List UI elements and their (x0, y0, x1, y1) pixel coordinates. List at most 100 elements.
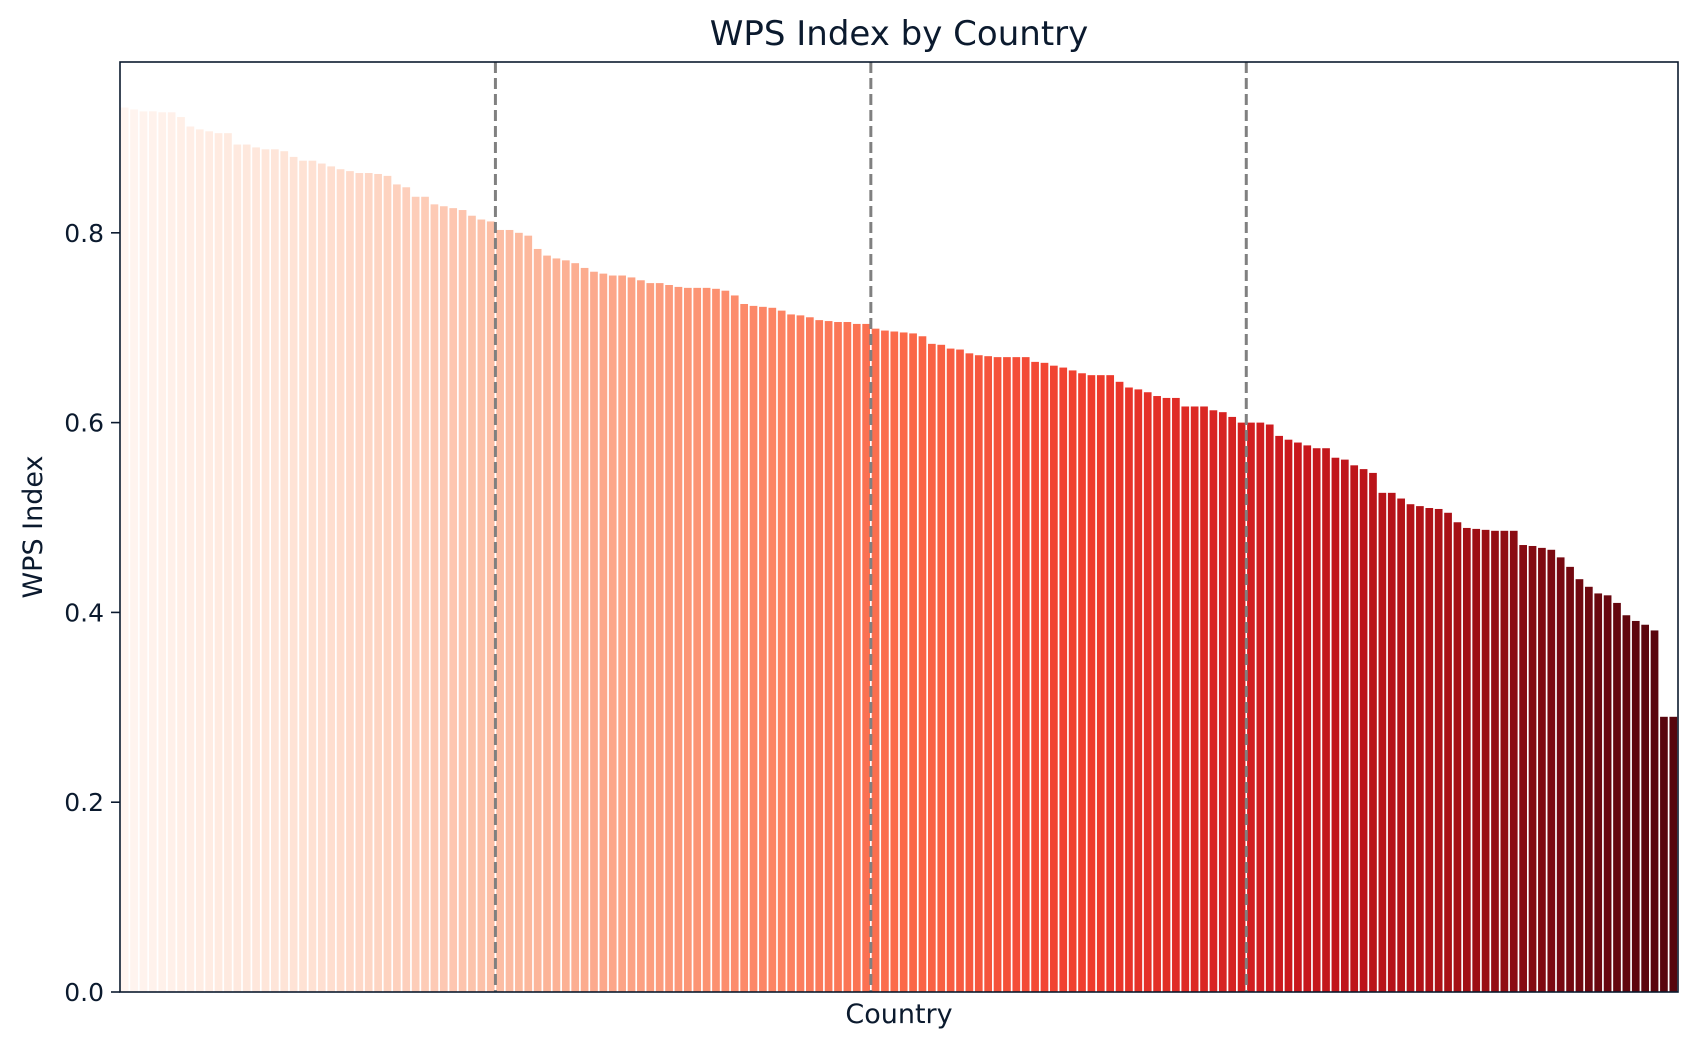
bar-87 (928, 343, 936, 993)
bar-58 (655, 283, 664, 992)
bar-93 (984, 356, 993, 992)
bar-121 (1247, 422, 1255, 992)
bar-73 (796, 315, 805, 992)
bar-89 (946, 348, 955, 993)
bar-135 (1378, 492, 1387, 992)
bar-147 (1491, 530, 1499, 992)
bar-25 (346, 171, 354, 992)
bar-136 (1387, 492, 1396, 992)
bar-165 (1660, 716, 1668, 992)
bar-53 (608, 275, 617, 992)
bar-102 (1068, 370, 1077, 992)
bar-11 (214, 133, 223, 993)
bar-82 (881, 330, 889, 992)
bar-26 (355, 173, 364, 992)
bar-163 (1641, 624, 1649, 992)
bar-55 (627, 277, 636, 992)
bar-83 (890, 331, 899, 992)
bar-149 (1509, 530, 1518, 992)
bar-41 (496, 229, 504, 993)
bar-74 (805, 317, 814, 992)
bar-7 (177, 117, 185, 993)
bar-38 (468, 215, 476, 993)
bar-129 (1322, 448, 1330, 993)
bar-116 (1200, 406, 1208, 993)
bar-28 (374, 173, 382, 993)
y-axis-label: WPS Index (18, 455, 49, 598)
bar-133 (1359, 469, 1368, 992)
bar-33 (421, 196, 429, 992)
bar-103 (1078, 373, 1086, 992)
bar-43 (515, 232, 523, 992)
bar-96 (1012, 357, 1021, 992)
bar-98 (1031, 361, 1039, 992)
bar-17 (271, 149, 279, 992)
plot-frame (119, 61, 1679, 993)
bar-152 (1538, 547, 1546, 992)
bar-137 (1397, 498, 1405, 992)
bar-153 (1547, 549, 1556, 992)
bar-1 (120, 107, 129, 993)
bar-143 (1453, 522, 1462, 992)
bar-70 (768, 307, 777, 992)
bar-65 (721, 290, 730, 992)
bar-90 (956, 349, 964, 992)
bar-141 (1434, 508, 1443, 992)
bar-109 (1134, 389, 1143, 992)
y-tick-label-0.4: 0.4 (64, 598, 104, 627)
bar-164 (1650, 630, 1659, 992)
bar-51 (590, 271, 598, 993)
bar-27 (364, 173, 373, 992)
bar-81 (871, 328, 880, 992)
bar-46 (543, 255, 551, 993)
bar-151 (1528, 545, 1537, 992)
bar-115 (1190, 406, 1199, 993)
bar-79 (852, 323, 861, 992)
bar-80 (862, 323, 870, 992)
bar-148 (1500, 530, 1509, 992)
bar-5 (158, 112, 167, 993)
y-tick-label-0.0: 0.0 (64, 978, 104, 1007)
y-tick-label-0.2: 0.2 (64, 788, 104, 817)
bar-117 (1209, 410, 1218, 992)
bar-49 (571, 263, 580, 992)
bar-47 (552, 258, 561, 992)
bar-8 (186, 126, 195, 992)
bar-9 (195, 129, 204, 992)
bar-131 (1340, 459, 1349, 992)
bar-69 (759, 306, 767, 993)
bar-123 (1265, 424, 1274, 992)
bar-95 (1003, 357, 1011, 992)
bar-13 (233, 144, 242, 992)
bar-60 (674, 286, 683, 992)
bar-54 (618, 275, 626, 992)
bar-119 (1228, 416, 1237, 992)
bar-14 (242, 144, 251, 992)
y-axis: 0.0 0.2 0.4 0.6 0.8 (64, 219, 120, 1007)
bar-160 (1613, 602, 1621, 992)
bar-100 (1050, 365, 1058, 992)
bar-132 (1350, 465, 1359, 992)
bar-139 (1416, 506, 1424, 992)
y-tick-label-0.6: 0.6 (64, 409, 104, 438)
bar-118 (1218, 412, 1227, 992)
bar-21 (308, 160, 317, 992)
bar-52 (599, 273, 608, 992)
bar-34 (430, 204, 439, 993)
bar-48 (561, 260, 570, 993)
bar-77 (834, 322, 842, 992)
bar-4 (149, 111, 157, 993)
bar-130 (1331, 457, 1340, 993)
bar-39 (477, 219, 486, 992)
bar-128 (1312, 448, 1321, 993)
bar-23 (327, 166, 336, 992)
bar-16 (261, 149, 270, 992)
bar-106 (1106, 375, 1115, 992)
bar-37 (458, 210, 467, 993)
bar-111 (1153, 396, 1161, 992)
bar-155 (1566, 566, 1574, 992)
bar-57 (646, 283, 655, 992)
bar-15 (252, 147, 260, 992)
bars-group (120, 107, 1678, 993)
